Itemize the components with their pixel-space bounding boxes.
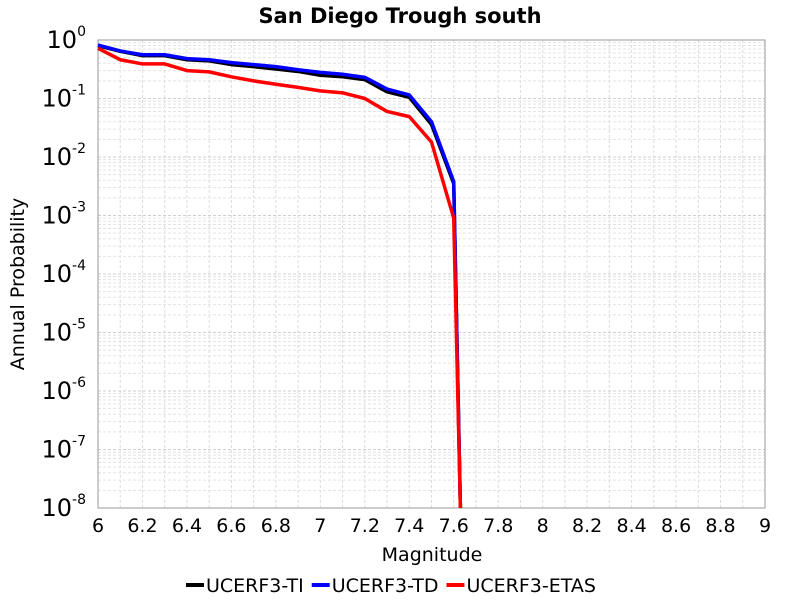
chart-title: San Diego Trough south xyxy=(258,4,541,28)
y-tick-label: 100 xyxy=(47,24,86,54)
x-tick-label: 6.2 xyxy=(127,515,157,537)
y-axis-label: Annual Probability xyxy=(7,198,29,371)
x-tick-label: 9 xyxy=(759,515,771,537)
legend-label-2: UCERF3-ETAS xyxy=(466,575,595,597)
legend-label-0: UCERF3-TI xyxy=(206,575,304,597)
y-tick-label: 10-6 xyxy=(41,375,86,405)
x-axis: 6 6.2 6.4 6.6 6.8 7 7.2 7.4 7.6 7.8 8 8.2 8.4 8.6 8.8 9 xyxy=(92,515,771,537)
x-tick-label: 6.4 xyxy=(172,515,202,537)
y-tick-label: 10-1 xyxy=(41,83,86,113)
x-tick-label: 7.8 xyxy=(483,515,513,537)
y-tick-label: 10-8 xyxy=(41,492,86,522)
x-axis-label: Magnitude xyxy=(382,544,483,566)
legend: UCERF3-TI UCERF3-TD UCERF3-ETAS xyxy=(186,575,596,597)
x-tick-label: 8.4 xyxy=(616,515,646,537)
y-tick-label: 10-5 xyxy=(41,317,86,347)
x-tick-label: 8.8 xyxy=(705,515,735,537)
grid xyxy=(97,40,766,509)
series-line-1 xyxy=(97,43,463,509)
y-tick-label: 10-7 xyxy=(41,434,86,464)
x-tick-label: 7.6 xyxy=(439,515,469,537)
x-tick-label: 6.8 xyxy=(261,515,291,537)
y-tick-label: 10-4 xyxy=(41,258,86,288)
plot-area xyxy=(97,39,766,509)
x-tick-label: 7 xyxy=(314,515,326,537)
x-tick-label: 7.2 xyxy=(350,515,380,537)
y-axis: 100 10-1 10-2 10-3 10-4 10-5 10-6 10-7 10-8 xyxy=(41,24,86,522)
series-layer xyxy=(97,43,463,509)
x-tick-label: 6.6 xyxy=(216,515,246,537)
y-tick-label: 10-3 xyxy=(41,200,86,230)
y-tick-label: 10-2 xyxy=(41,141,86,171)
x-tick-label: 8.2 xyxy=(572,515,602,537)
x-tick-label: 8.6 xyxy=(661,515,691,537)
x-tick-label: 8 xyxy=(537,515,549,537)
series-line-2 xyxy=(97,46,463,509)
x-tick-label: 6 xyxy=(92,515,104,537)
legend-label-1: UCERF3-TD xyxy=(332,575,439,597)
x-tick-label: 7.4 xyxy=(394,515,424,537)
